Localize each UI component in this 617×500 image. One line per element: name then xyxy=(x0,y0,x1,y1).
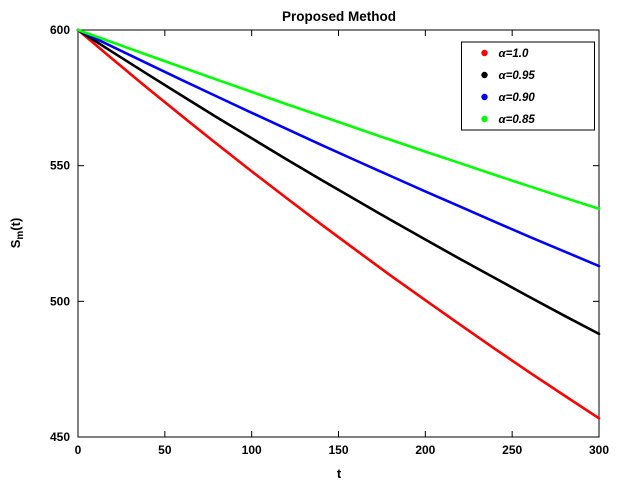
legend-label-0: α=1.0 xyxy=(499,48,529,60)
x-tick-label: 100 xyxy=(242,443,262,457)
x-tick-label: 250 xyxy=(502,443,522,457)
chart-title: Proposed Method xyxy=(282,9,396,24)
y-tick-label: 500 xyxy=(50,294,70,308)
y-tick-label: 600 xyxy=(50,23,70,37)
y-tick-label: 550 xyxy=(50,159,70,173)
x-axis-label: t xyxy=(337,466,342,481)
series-line-3 xyxy=(76,28,601,211)
series-line-1 xyxy=(76,28,601,336)
legend-box xyxy=(461,41,595,131)
legend-label-2: α=0.90 xyxy=(499,92,536,104)
legend-marker-0 xyxy=(481,49,488,57)
legend-marker-3 xyxy=(481,115,488,123)
legend-marker-2 xyxy=(481,93,488,101)
series-line-0 xyxy=(76,28,601,420)
x-tick-label: 0 xyxy=(75,443,82,457)
legend-marker-1 xyxy=(481,71,488,79)
y-tick-label: 450 xyxy=(50,430,70,444)
x-tick-label: 300 xyxy=(589,443,609,457)
legend-label-3: α=0.85 xyxy=(499,114,536,126)
x-tick-label: 150 xyxy=(328,443,348,457)
legend-label-1: α=0.95 xyxy=(499,70,536,82)
x-tick-label: 200 xyxy=(415,443,435,457)
y-axis-label: Sm(t) xyxy=(8,218,26,249)
x-tick-label: 50 xyxy=(158,443,172,457)
series-line-2 xyxy=(76,28,601,268)
legend: α=1.0 α=0.95 α=0.90 α=0.85 xyxy=(461,41,595,131)
